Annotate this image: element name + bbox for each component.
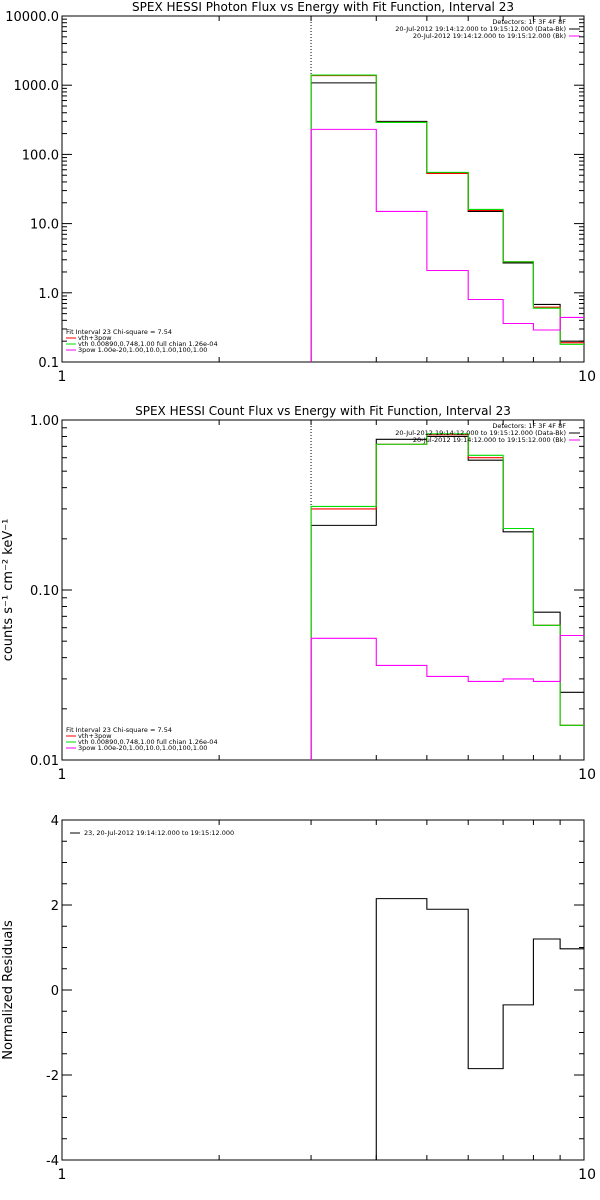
legend-text: 23, 20-Jul-2012 19:14:12.000 to 19:15:12… [84,829,234,837]
y-tick-label: 0.1 [38,356,59,371]
x-tick-label: 10 [578,1167,596,1183]
legend-bottom-text: vth+3pow [78,334,112,342]
series-line-0 [310,435,584,760]
residuals-panel: 1 10 -4 -2 0 2 4 Normalized Residuals 23, 20-Jul… [1,814,596,1183]
series-line-1 [310,74,584,362]
y-tick-label: 1000.0 [14,79,60,94]
y-tick-label: 10000.0 [5,10,59,25]
legend-top-text: Detectors: 1F 3F 4F 8F [492,18,566,26]
y-tick-label: 10.0 [30,218,59,233]
x-tick-label: 1 [58,767,67,783]
chart-title: SPEX HESSI Photon Flux vs Energy with Fi… [132,0,514,14]
y-tick-label: 1.0 [38,287,59,302]
series-line-0 [310,82,584,362]
series-line-3 [310,634,584,760]
y-tick-label: -4 [46,1154,59,1169]
legend-bottom-text: vth 0.00890,0.748,1.00 full chian 1.26e-… [78,738,218,746]
series-line-2 [310,433,584,760]
x-tick-label: 10 [578,767,596,783]
photon-flux-panel: SPEX HESSI Photon Flux vs Energy with Fi… [5,0,596,385]
legend-top-text: 20-Jul-2012 19:14:12.000 to 19:15:12.000… [413,32,566,40]
y-tick-label: 4 [51,814,59,829]
series-line-1 [310,434,584,760]
series-line-2 [310,74,584,362]
legend-bottom-text: vth 0.00890,0.748,1.00 full chian 1.26e-… [78,340,218,348]
legend-top-text: Detectors: 1F 3F 4F 8F [492,422,566,430]
legend-bottom-header: Fit Interval 23 Chi-square = 7.54 [66,328,172,336]
x-tick-label: 1 [58,1167,67,1183]
y-tick-label: 0 [51,984,59,999]
y-axis-label: counts s⁻¹ cm⁻² keV⁻¹ [1,519,16,662]
legend-top-text: 20-Jul-2012 19:14:12.000 to 19:15:12.000… [395,25,566,33]
plot-frame [61,419,585,761]
chart-title: SPEX HESSI Count Flux vs Energy with Fit… [135,404,511,418]
y-tick-label: 100.0 [22,148,59,163]
count-flux-panel: SPEX HESSI Count Flux vs Energy with Fit… [1,404,596,783]
plot-frame [61,819,585,1161]
y-axis-label: Normalized Residuals [1,920,16,1060]
legend-bottom-text: 3pow 1.00e-20,1.00,10.0,1.00,100,1.00 [78,346,207,354]
x-tick-label: 1 [58,369,67,385]
x-tick-label: 10 [578,369,596,385]
legend-bottom-text: vth+3pow [78,732,112,740]
y-tick-label: 2 [51,899,59,914]
y-tick-label: 0.10 [30,584,59,599]
y-tick-label: 1.00 [30,414,59,429]
legend-bottom-header: Fit Interval 23 Chi-square = 7.54 [66,726,172,734]
series-line-0 [375,898,584,1160]
plot-frame [61,15,585,363]
series-line-3 [310,128,584,362]
y-tick-label: 0.01 [30,754,59,769]
legend-bottom-text: 3pow 1.00e-20,1.00,10.0,1.00,100,1.00 [78,744,207,752]
legend-top-text: 20-Jul-2012 19:14:12.000 to 19:15:12.000… [413,436,566,444]
legend-top-text: 20-Jul-2012 19:14:12.000 to 19:15:12.000… [395,429,566,437]
y-tick-label: -2 [46,1069,59,1084]
